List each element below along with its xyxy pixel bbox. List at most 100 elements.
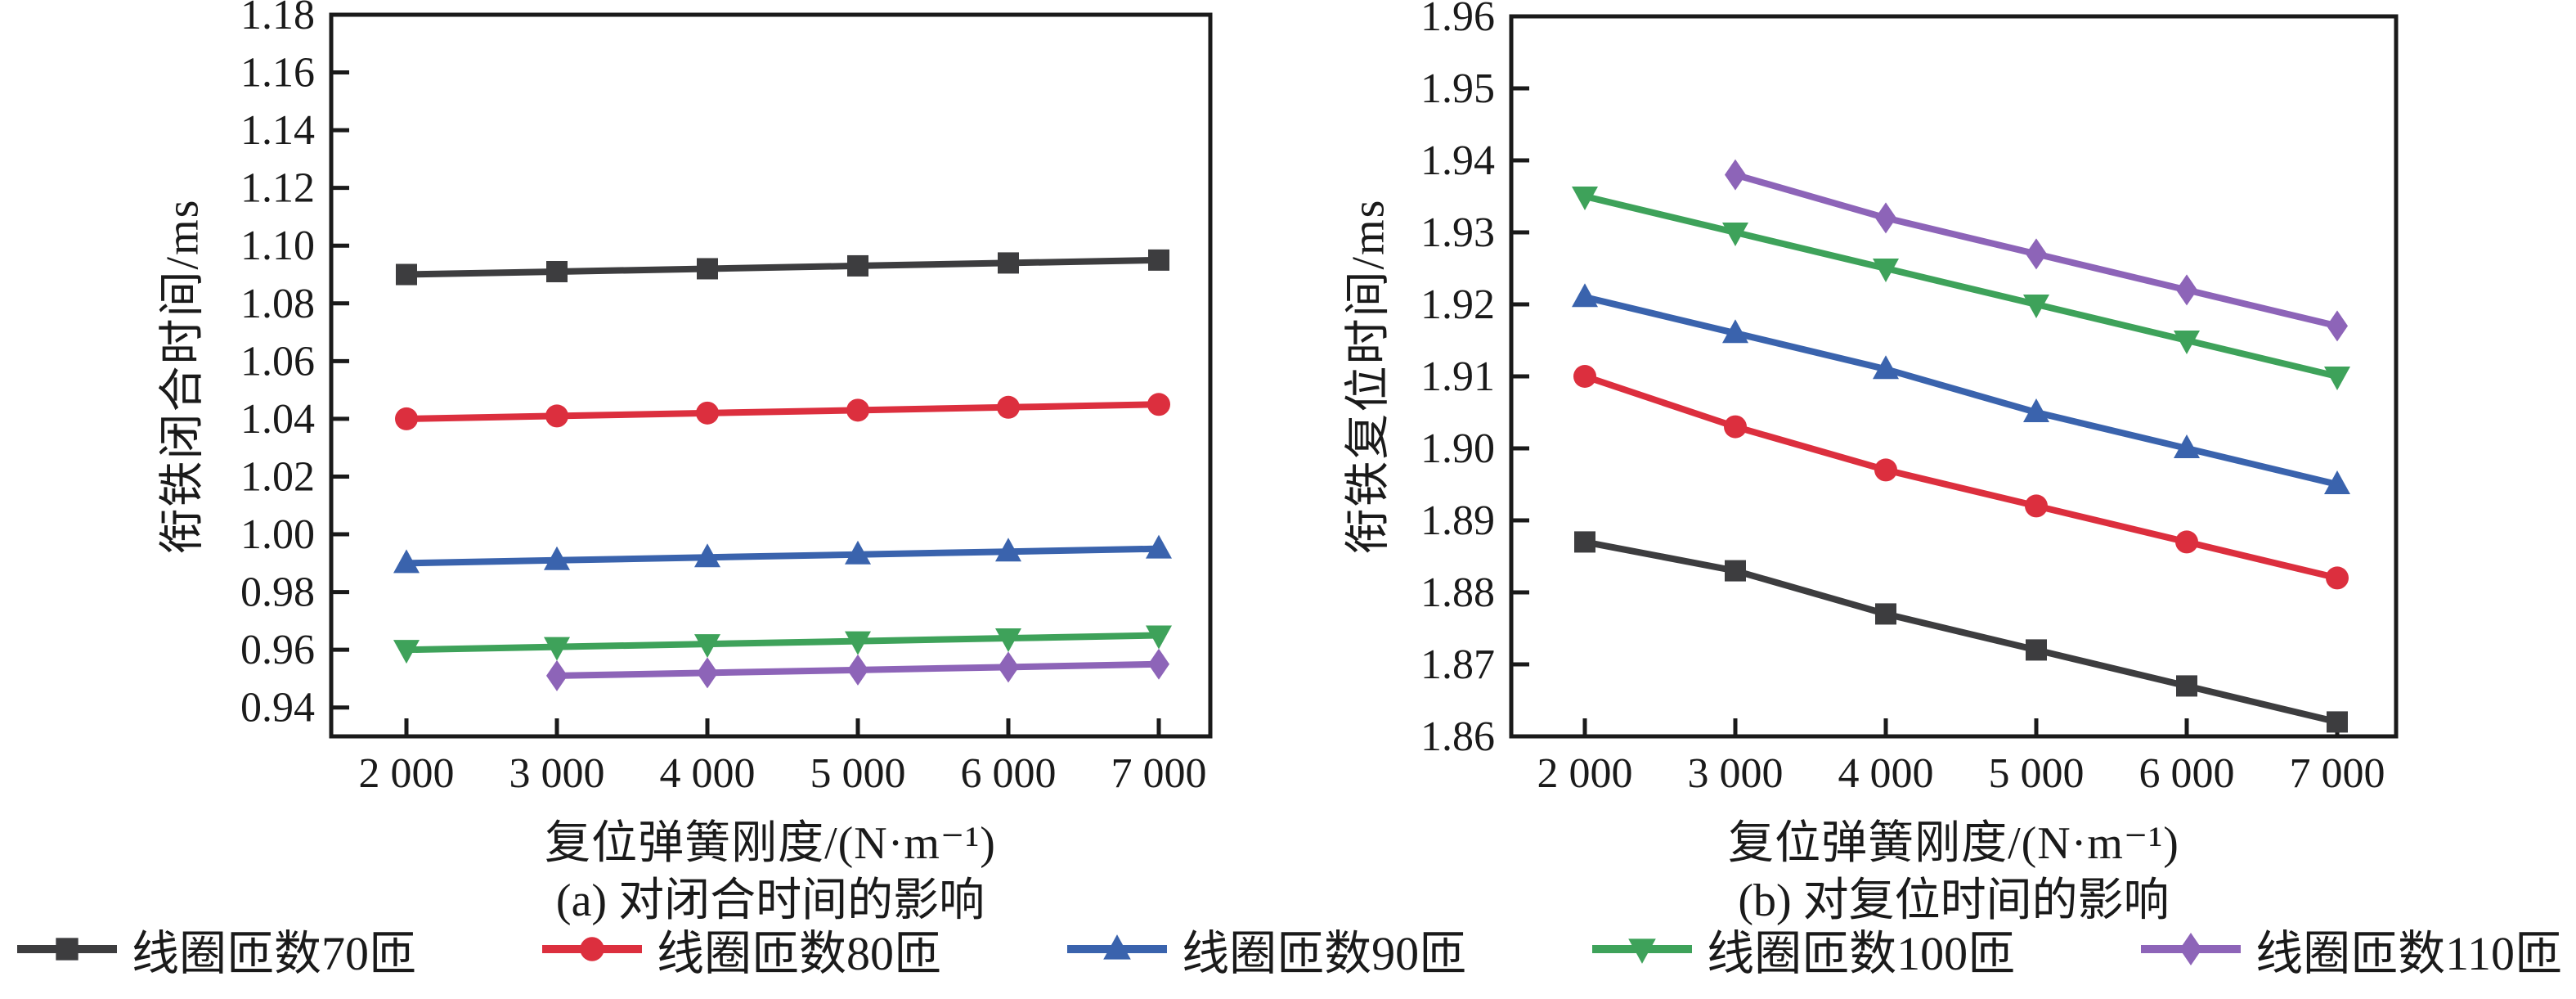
square-marker — [546, 260, 568, 282]
circle-marker — [2326, 566, 2349, 590]
series-线圈匝数80匝 — [1573, 365, 2349, 590]
plot-frame — [329, 12, 1213, 739]
series-line — [1582, 193, 2340, 380]
x-tick-label: 3 000 — [1688, 750, 1784, 797]
triangle-down-marker — [845, 631, 871, 655]
y-tick-label: 0.96 — [240, 627, 315, 673]
y-tick-label: 1.08 — [240, 281, 315, 327]
y-tick-label: 1.91 — [1420, 353, 1495, 400]
panel-a-y-axis-label: 衔铁闭合时间/ms — [157, 198, 209, 555]
legend-item: 线圈匝数110匝 — [2138, 915, 2562, 983]
panel-b-x-axis-label: 复位弹簧刚度/(N·m⁻¹) — [1728, 818, 2179, 869]
diamond-marker — [697, 657, 718, 689]
circle-marker — [1573, 365, 1596, 388]
x-tick-label: 3 000 — [509, 750, 605, 797]
square-marker — [1148, 249, 1169, 271]
triangle-up-marker — [1722, 319, 1748, 344]
series-line — [403, 545, 1162, 567]
legend-label: 线圈匝数110匝 — [2255, 927, 2562, 980]
circle-marker — [696, 401, 719, 425]
triangle-up-marker — [1103, 934, 1131, 960]
panel-a-x-axis-label: 复位弹簧刚度/(N·m⁻¹) — [545, 818, 996, 869]
y-tick-label: 1.06 — [240, 338, 315, 385]
circle-marker — [545, 404, 568, 428]
diamond-marker — [847, 654, 868, 686]
y-tick-label: 1.18 — [240, 0, 315, 38]
y-tick-label: 1.93 — [1420, 209, 1495, 256]
triangle-down-marker — [995, 628, 1021, 653]
triangle-down-marker — [2174, 331, 2200, 354]
triangle-up-marker — [544, 546, 570, 570]
square-marker — [1875, 603, 1896, 625]
panel-b: 2 000 3 000 4 000 5 000 6 000 7 000 1.86 1.87 1.… — [1420, 0, 2399, 797]
x-tick-label: 5 000 — [810, 750, 906, 797]
y-tick-label: 1.96 — [1420, 0, 1495, 40]
series-线圈匝数90匝 — [393, 534, 1172, 574]
circle-marker — [1874, 458, 1897, 482]
y-tick-label: 1.87 — [1420, 641, 1495, 688]
x-tick-label: 5 000 — [1989, 750, 2085, 797]
y-tick-label: 1.16 — [240, 50, 315, 97]
square-marker — [697, 258, 718, 280]
y-tick-label: 1.92 — [1420, 281, 1495, 328]
x-tick-label: 2 000 — [1537, 750, 1633, 797]
triangle-up-legend-swatch — [1067, 934, 1168, 960]
x-tick-label: 7 000 — [2290, 750, 2385, 797]
triangle-up-marker — [1572, 283, 1598, 308]
x-tick-label: 4 000 — [1838, 750, 1934, 797]
panel-b-y-axis-label: 衔铁复位时间/ms — [1343, 198, 1394, 555]
y-tick-label: 1.89 — [1420, 497, 1495, 544]
triangle-up-marker — [1873, 355, 1899, 380]
circle-marker — [1724, 415, 1747, 439]
square-marker — [998, 252, 1019, 274]
square-legend-swatch — [17, 938, 118, 961]
y-tick-label: 1.88 — [1420, 569, 1495, 616]
legend-label: 线圈匝数80匝 — [657, 927, 942, 980]
triangle-down-marker — [1146, 625, 1172, 650]
y-tick-label: 1.04 — [240, 396, 315, 443]
series-线圈匝数100匝 — [1572, 187, 2350, 390]
square-marker — [396, 263, 417, 286]
y-tick-label: 0.94 — [240, 685, 315, 731]
y-tick-label: 1.90 — [1420, 425, 1495, 472]
triangle-down-marker — [544, 637, 570, 661]
series-line — [403, 256, 1162, 278]
triangle-down-marker — [694, 634, 720, 659]
legend: 线圈匝数70匝 线圈匝数80匝 线圈匝数90匝 线圈匝数100匝 线圈匝数110匝 — [0, 915, 2576, 983]
diamond-marker — [998, 651, 1019, 683]
y-tick-label: 1.02 — [240, 453, 315, 500]
panel-b-caption: (b) 对复位时间的影响 — [1738, 875, 2170, 926]
circle-legend-swatch — [542, 937, 643, 961]
diamond-marker — [546, 659, 568, 691]
triangle-down-marker — [1873, 259, 1899, 282]
legend-label: 线圈匝数100匝 — [1707, 927, 2016, 980]
triangle-down-marker — [2324, 367, 2350, 390]
diamond-marker — [1875, 202, 1896, 234]
series-线圈匝数110匝 — [1725, 159, 2348, 342]
x-tick-label: 7 000 — [1111, 750, 1207, 797]
panel-a: 2 000 3 000 4 000 5 000 6 000 7 000 0.94 0.96 0.… — [240, 0, 1213, 797]
triangle-up-marker — [2324, 470, 2350, 494]
triangle-up-marker — [2174, 434, 2200, 458]
triangle-down-marker — [2023, 295, 2049, 318]
series-line — [1582, 373, 2340, 582]
legend-label: 线圈匝数70匝 — [132, 927, 417, 980]
y-tick-label: 0.98 — [240, 569, 315, 616]
circle-marker — [395, 407, 418, 430]
circle-marker — [2025, 494, 2048, 518]
series-line — [1582, 538, 2340, 726]
triangle-up-marker — [694, 543, 720, 568]
x-tick-label: 4 000 — [660, 750, 756, 797]
square-marker — [1574, 531, 1595, 553]
panel-a-caption: (a) 对闭合时间的影响 — [555, 875, 985, 926]
square-marker — [2176, 675, 2197, 697]
y-tick-label: 1.94 — [1420, 137, 1495, 184]
triangle-down-legend-swatch — [1592, 938, 1693, 964]
circle-marker — [580, 937, 604, 961]
x-tick-label: 6 000 — [2139, 750, 2235, 797]
triangle-down-marker — [1572, 187, 1598, 210]
legend-item: 线圈匝数100匝 — [1589, 915, 2015, 983]
triangle-up-marker — [393, 549, 420, 574]
